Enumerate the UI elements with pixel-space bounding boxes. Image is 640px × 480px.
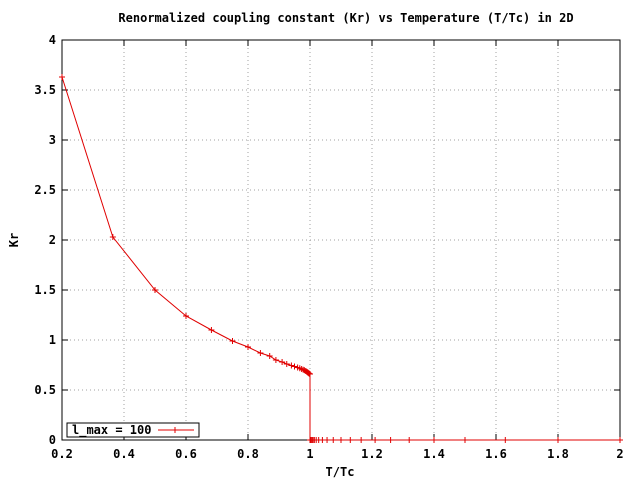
- data-point-0-36: [330, 437, 337, 443]
- data-point-0-45: [502, 437, 509, 443]
- data-point-0-11: [283, 361, 290, 367]
- data-point-0-47: [617, 437, 623, 443]
- x-tick-label-6: 1.4: [423, 447, 445, 461]
- data-point-0-12: [288, 362, 295, 369]
- data-point-0-1: [109, 234, 116, 240]
- y-tick-label-1: 0.5: [34, 383, 56, 397]
- data-point-0-25: [307, 371, 313, 377]
- y-tick-label-7: 3.5: [34, 83, 56, 97]
- data-point-0-7: [257, 350, 264, 356]
- x-tick-label-4: 1: [306, 447, 313, 461]
- data-point-0-42: [406, 437, 413, 443]
- data-point-0-0: [59, 74, 65, 80]
- series-group: [59, 74, 623, 443]
- legend-marker: [172, 427, 178, 433]
- data-point-0-9: [272, 357, 279, 363]
- x-tick-label-1: 0.4: [113, 447, 135, 461]
- data-point-0-8: [266, 353, 273, 359]
- y-tick-label-3: 1.5: [34, 283, 56, 297]
- y-tick-label-4: 2: [49, 233, 56, 247]
- data-point-0-43: [431, 437, 437, 443]
- data-point-0-3: [183, 313, 189, 319]
- legend-label: l_max = 100: [72, 423, 151, 438]
- x-tick-label-9: 2: [616, 447, 623, 461]
- grid: [62, 40, 620, 440]
- x-tick-label-3: 0.8: [237, 447, 259, 461]
- data-point-0-6: [245, 344, 251, 350]
- data-point-0-10: [279, 359, 286, 365]
- y-tick-label-8: 4: [49, 33, 56, 47]
- data-point-0-35: [324, 437, 331, 443]
- x-tick-label-0: 0.2: [51, 447, 73, 461]
- data-point-0-5: [229, 338, 236, 344]
- x-tick-label-8: 1.8: [547, 447, 569, 461]
- legend-box: [66, 422, 200, 438]
- x-tick-label-2: 0.6: [175, 447, 197, 461]
- data-point-0-38: [347, 437, 354, 443]
- x-tick-label-5: 1.2: [361, 447, 383, 461]
- data-point-0-44: [462, 437, 468, 443]
- data-point-0-41: [387, 437, 394, 443]
- data-point-0-37: [338, 437, 344, 443]
- x-tick-label-7: 1.6: [485, 447, 507, 461]
- y-tick-label-0: 0: [49, 433, 56, 447]
- legend: l_max = 100: [66, 422, 200, 438]
- data-point-0-39: [358, 437, 365, 443]
- y-tick-label-6: 3: [49, 133, 56, 147]
- y-tick-label-5: 2.5: [34, 183, 56, 197]
- data-point-0-46: [555, 437, 561, 443]
- chart-title: Renormalized coupling constant (Kr) vs T…: [118, 11, 573, 25]
- x-axis-label: T/Tc: [326, 465, 355, 479]
- y-tick-label-2: 1: [49, 333, 56, 347]
- data-point-0-13: [291, 363, 298, 370]
- axis-ticks: 0.2 0.4 0.6 0.8 1 1.2 1.4 1.6 1.8 2 0 0.5 1 1.5 2 2.5 3 3…: [34, 33, 623, 461]
- y-axis-label: Kr: [7, 233, 21, 247]
- data-point-0-4: [208, 327, 215, 333]
- data-point-0-40: [372, 437, 379, 443]
- data-point-0-2: [152, 287, 158, 293]
